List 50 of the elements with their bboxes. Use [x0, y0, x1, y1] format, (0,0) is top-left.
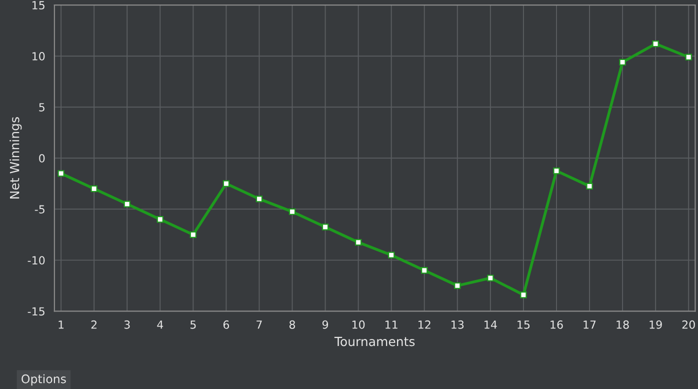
- y-tick-label: 0: [39, 154, 45, 163]
- text: Options: [22, 374, 66, 386]
- point: [685, 54, 692, 60]
- point: [156, 216, 164, 223]
- x-tick-label: 7: [256, 320, 262, 329]
- y-tick-label: 5: [39, 103, 44, 112]
- point: [124, 200, 130, 208]
- point: [487, 274, 494, 282]
- y-axis-title: Net Winnings: [10, 117, 22, 198]
- y-tick-label: -15: [28, 307, 44, 316]
- x-tick-label: 19: [650, 320, 662, 329]
- x-tick-label: 16: [550, 320, 563, 329]
- x-tick-label: 8: [289, 320, 296, 329]
- x-tick-label: 1: [58, 320, 64, 329]
- x-tick-label: 13: [452, 320, 464, 329]
- x-tick-label: 12: [418, 320, 430, 329]
- point: [288, 208, 296, 216]
- point: [586, 182, 593, 190]
- x-tick-label: 17: [584, 320, 596, 329]
- point: [222, 180, 230, 187]
- x-axis-title: Tournaments: [334, 336, 415, 346]
- x-tick-label: 4: [157, 320, 164, 329]
- y-tick-label: 10: [32, 52, 45, 60]
- x-tick-label: 14: [484, 320, 497, 329]
- y-tick-label: -10: [28, 256, 45, 265]
- y-tick-label: 15: [32, 1, 44, 10]
- point: [388, 252, 395, 258]
- point: [90, 185, 98, 192]
- x-tick-label: 10: [352, 320, 365, 329]
- point: [553, 168, 560, 174]
- point: [619, 58, 626, 66]
- point: [322, 224, 329, 230]
- point: [421, 267, 428, 274]
- y-tick-label: -5: [34, 205, 44, 214]
- point: [652, 40, 659, 48]
- x-tick-label: 3: [124, 320, 130, 329]
- x-tick-label: 9: [322, 320, 328, 329]
- point: [58, 170, 64, 177]
- x-tick-label: 11: [385, 320, 398, 329]
- x-tick-label: 20: [682, 320, 695, 329]
- point: [190, 231, 196, 238]
- x-tick-label: 5: [190, 320, 196, 329]
- point: [520, 292, 527, 298]
- x-tick-label: 15: [518, 320, 530, 329]
- point: [256, 196, 263, 202]
- point: [354, 238, 362, 246]
- point: [454, 282, 461, 290]
- x-tick-label: 6: [223, 320, 230, 329]
- x-tick-label: 2: [91, 320, 96, 329]
- x-tick-label: 18: [616, 320, 629, 329]
